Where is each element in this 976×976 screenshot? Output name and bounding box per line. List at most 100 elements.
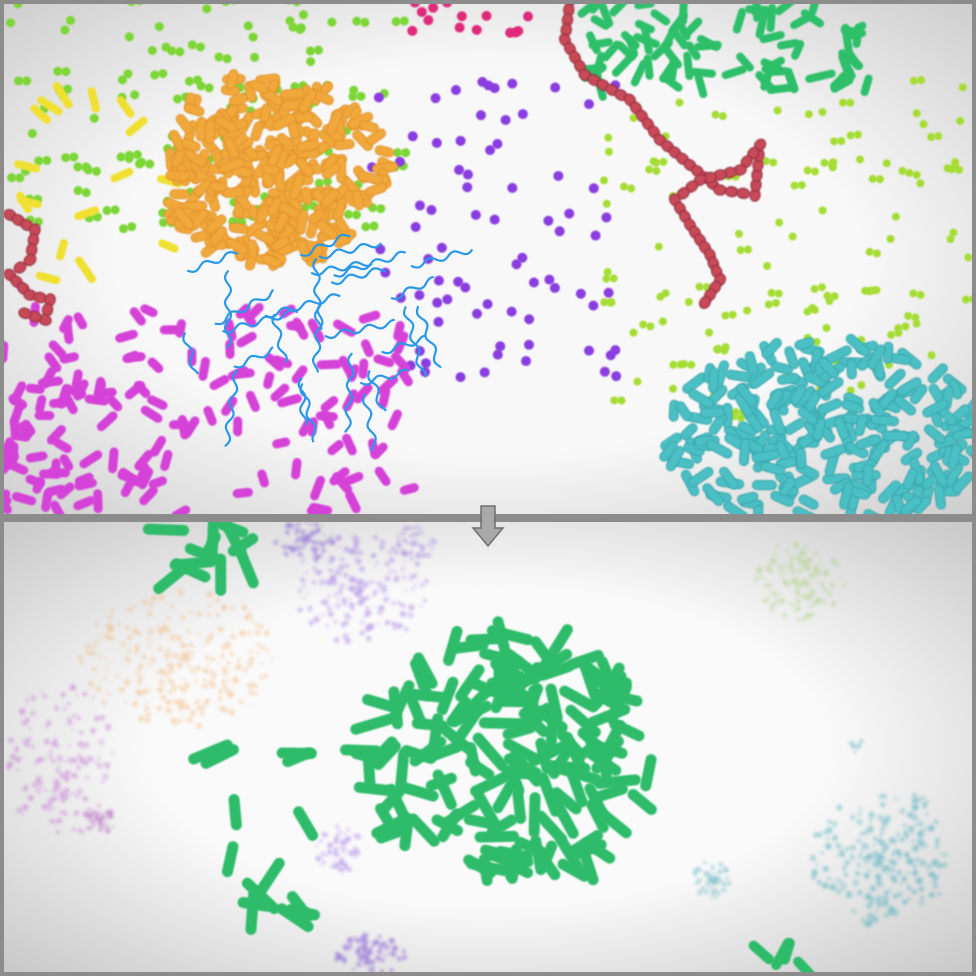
faded-cell: [928, 871, 935, 878]
faded-cell: [321, 850, 324, 854]
bacterium-coccus: [872, 249, 881, 258]
faded-cell: [60, 692, 66, 698]
bacterium-rod: [790, 384, 807, 406]
faded-cell: [102, 773, 109, 780]
faded-cell: [856, 862, 862, 868]
faded-cell: [765, 564, 772, 572]
bacterium-rod: [881, 430, 910, 442]
bacterium-coccus: [846, 98, 855, 107]
bacterium-coccus: [506, 306, 517, 317]
faded-cell: [300, 559, 305, 564]
faded-cell: [864, 874, 870, 880]
faded-cell: [896, 851, 903, 857]
bacterium-rod: [395, 748, 410, 793]
spirillum: [182, 332, 199, 375]
faded-cell: [333, 619, 338, 624]
bacterium-rod: [193, 178, 212, 197]
faded-cell: [708, 885, 713, 890]
faded-cell: [790, 580, 794, 585]
bacterium-rod: [204, 119, 216, 145]
bacterium-coccus: [633, 377, 642, 386]
bacterium-rod: [358, 358, 369, 379]
bacterium-coccus: [471, 24, 482, 35]
bacterium-rod: [803, 371, 828, 388]
bacterium-rod: [410, 658, 433, 701]
bacterium-rod: [472, 732, 508, 772]
bacterium-rod: [425, 772, 457, 792]
faded-cell: [351, 534, 359, 542]
bacterium-rod: [365, 128, 387, 146]
faded-cell: [134, 644, 140, 650]
faded-cell: [100, 820, 104, 825]
faded-cell: [899, 882, 903, 886]
bacterium-rod: [321, 162, 341, 180]
faded-cell: [875, 852, 879, 857]
faded-cell: [76, 788, 83, 795]
bacterium-rod: [393, 320, 405, 341]
bacterium-coccus: [812, 337, 821, 346]
bacterium-rod: [863, 509, 888, 514]
bacterium-coccus: [964, 253, 972, 262]
faded-cell: [137, 674, 144, 681]
bacterium-rod: [860, 74, 873, 97]
faded-cell: [247, 661, 254, 668]
faded-cell: [393, 569, 396, 573]
bacterium-rod: [222, 186, 245, 199]
faded-cell: [173, 718, 178, 723]
faded-cell: [352, 967, 356, 972]
faded-cell: [710, 865, 715, 870]
faded-cell: [837, 878, 841, 882]
faded-cell: [397, 956, 401, 960]
faded-cell: [21, 804, 29, 811]
faded-cell: [833, 878, 837, 883]
faded-cell: [111, 825, 114, 829]
bacterium-rod: [671, 28, 689, 50]
bacterium-rod: [263, 371, 275, 389]
faded-cell: [380, 539, 384, 543]
bacterium-rod: [409, 736, 447, 767]
bacterium-rod: [559, 685, 599, 713]
faded-cell: [342, 944, 347, 949]
faded-cell: [408, 550, 414, 556]
faded-cell: [55, 781, 61, 788]
faded-cell: [174, 651, 178, 655]
faded-cell: [893, 894, 898, 899]
faded-cell: [169, 604, 174, 608]
bacterium-rod: [590, 15, 610, 30]
faded-cell: [72, 773, 79, 779]
faded-cell: [178, 718, 183, 723]
bacterium-rod: [777, 373, 800, 385]
faded-cell: [8, 737, 12, 741]
faded-cell: [364, 943, 368, 948]
faded-cell: [819, 581, 826, 588]
bacterium-rod: [122, 350, 140, 364]
bacterium-rod: [528, 792, 541, 838]
chain-cell: [699, 296, 711, 309]
bacterium-rod: [59, 454, 74, 472]
bacterium-rod: [209, 374, 230, 391]
faded-cell: [411, 587, 415, 591]
faded-cell: [796, 592, 801, 597]
faded-cell: [399, 610, 407, 618]
faded-cell: [359, 630, 365, 636]
faded-cell: [223, 669, 227, 674]
faded-cell: [357, 600, 363, 606]
faded-cell: [761, 576, 765, 580]
bacterium-coccus: [629, 113, 638, 122]
faded-cell: [411, 540, 416, 545]
faded-cell: [69, 684, 77, 691]
faded-cell: [377, 622, 380, 625]
faded-cell: [188, 642, 194, 648]
faded-cell: [324, 538, 331, 545]
bacterium-coccus: [202, 4, 212, 14]
faded-cell: [870, 897, 875, 902]
bacterium-coccus: [348, 92, 358, 102]
faded-cell: [305, 522, 309, 525]
faded-cell: [64, 812, 68, 816]
bacterium-rod: [965, 445, 972, 467]
faded-cell: [402, 952, 406, 956]
faded-cell: [206, 663, 210, 667]
faded-cell: [329, 539, 336, 546]
bacterium-coccus: [127, 222, 137, 232]
faded-cell: [361, 938, 368, 945]
